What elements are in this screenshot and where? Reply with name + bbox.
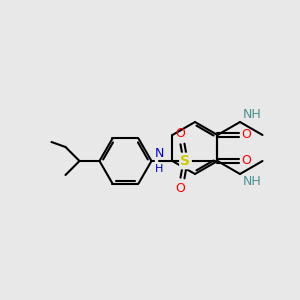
Text: O: O xyxy=(242,154,251,167)
Text: O: O xyxy=(242,128,251,142)
Text: S: S xyxy=(181,154,190,168)
Text: O: O xyxy=(176,182,185,195)
Text: NH: NH xyxy=(243,108,262,121)
Text: H: H xyxy=(155,164,164,174)
Text: O: O xyxy=(176,127,185,140)
Text: N: N xyxy=(155,147,164,160)
Text: NH: NH xyxy=(243,175,262,188)
